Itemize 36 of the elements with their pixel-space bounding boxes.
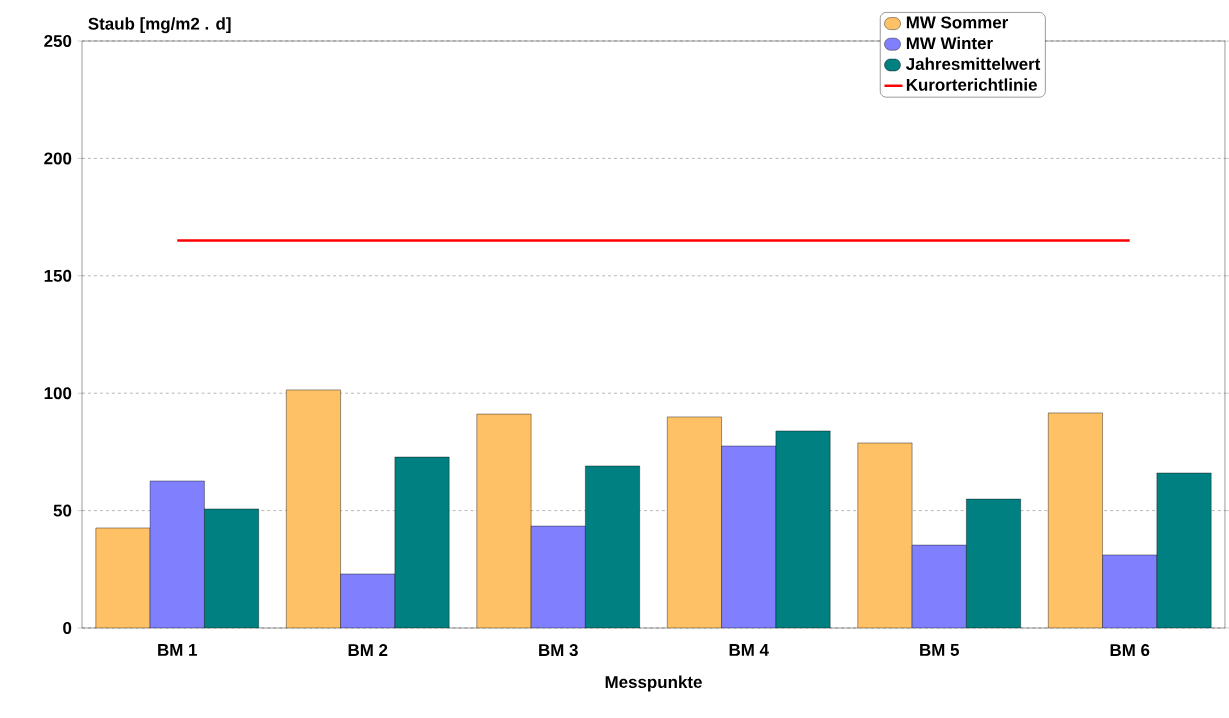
y-tick-label: 100 [44, 387, 72, 400]
bar [1102, 554, 1158, 628]
bar [476, 414, 532, 628]
bar [1048, 412, 1103, 628]
legend-label: MW Sommer [906, 16, 1009, 29]
y-tick-label: 250 [44, 35, 72, 47]
x-tick-label: BM 1 [158, 644, 197, 656]
y-axis-title: Staub [mg/m2 . d] [88, 17, 231, 34]
bar [721, 446, 776, 628]
bar [966, 499, 1021, 628]
bar [150, 481, 205, 628]
bar [531, 526, 586, 628]
y-tick-label: 0 [63, 622, 72, 634]
legend-label: MW Winter [906, 36, 993, 50]
bar [667, 416, 722, 628]
bar [585, 465, 640, 628]
bar [775, 431, 831, 628]
bar [394, 457, 450, 628]
bar [1156, 472, 1212, 628]
x-tick-label: BM 4 [729, 644, 769, 656]
x-tick-label: BM 5 [920, 644, 959, 656]
bar [857, 442, 913, 628]
legend-label: Kurorterichtlinie [906, 78, 1037, 91]
y-tick-label: 150 [44, 269, 72, 282]
x-axis-title: Messpunkte [605, 675, 702, 692]
y-tick-label: 200 [44, 152, 72, 165]
y-tick-label: 50 [53, 504, 72, 517]
x-tick-label: BM 6 [1110, 644, 1150, 657]
x-tick-label: BM 2 [348, 644, 388, 656]
bar [204, 508, 259, 628]
legend-label: Jahresmittelwert [905, 57, 1041, 71]
x-tick-label: BM 3 [539, 644, 578, 657]
bar [286, 389, 341, 628]
bar [95, 527, 151, 628]
bar [912, 545, 967, 628]
bar [340, 574, 395, 628]
